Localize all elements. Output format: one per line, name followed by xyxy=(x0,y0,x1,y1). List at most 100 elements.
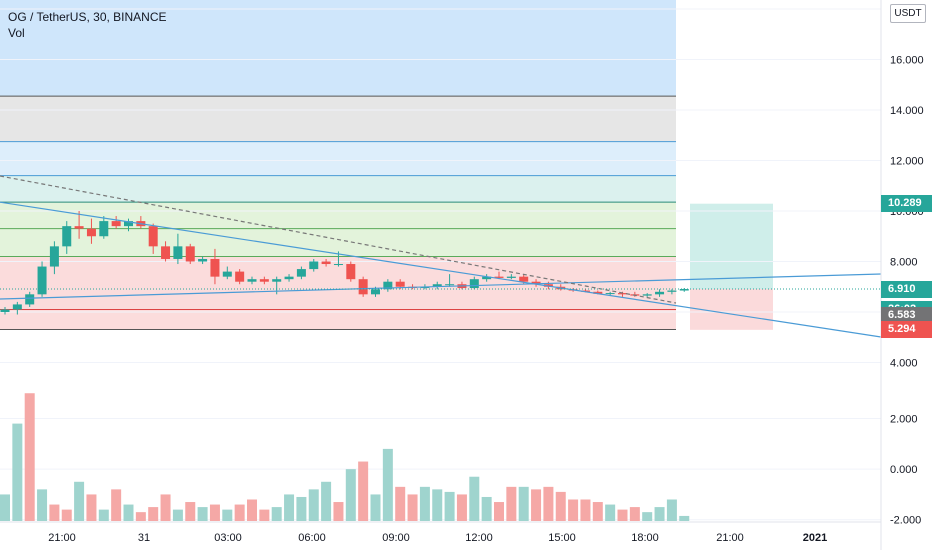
candle-body xyxy=(482,276,492,280)
price-axis-label: 4.000 xyxy=(890,358,918,370)
candle-body xyxy=(49,246,59,267)
fib-zone xyxy=(0,0,676,97)
volume-bar xyxy=(271,507,282,521)
volume-bar xyxy=(37,489,48,521)
volume-bar xyxy=(160,494,171,521)
time-axis[interactable]: 21:00 31 03:00 06:00 09:00 12:00 15:00 18:00 21:… xyxy=(48,532,827,544)
fib-retracement-zones xyxy=(0,0,773,330)
candle-body xyxy=(173,246,183,259)
symbol-title[interactable]: OG / TetherUS, 30, BINANCE xyxy=(8,10,167,24)
candlesticks xyxy=(0,211,689,315)
volume-bar xyxy=(209,504,220,521)
candle-body xyxy=(543,284,553,287)
candle-body xyxy=(395,281,405,287)
time-axis-label: 09:00 xyxy=(382,532,410,544)
trend-lines[interactable] xyxy=(0,175,882,338)
volume-bar xyxy=(12,423,23,521)
volume-bar xyxy=(654,507,665,521)
position-profit-zone xyxy=(690,203,773,290)
candle-body xyxy=(642,294,652,296)
volume-bar xyxy=(172,509,183,521)
grid-lines xyxy=(0,8,881,521)
time-axis-label: 21:00 xyxy=(716,532,744,544)
candle-body xyxy=(124,221,133,227)
candle-body xyxy=(371,289,380,295)
candle-body xyxy=(494,276,504,278)
time-axis-label: 15:00 xyxy=(548,532,576,544)
volume-bar xyxy=(592,502,603,521)
volume-bar xyxy=(432,489,443,521)
volume-bar xyxy=(494,502,504,521)
candle-body xyxy=(309,261,319,270)
volume-bar xyxy=(49,504,60,521)
candle-body xyxy=(86,228,96,237)
volume-bar xyxy=(296,496,307,521)
entry-price-tag: 6.583 xyxy=(881,307,932,325)
ascending-trend-line[interactable] xyxy=(0,273,882,300)
candle-body xyxy=(37,266,47,295)
price-axis-label: 0.000 xyxy=(890,464,918,476)
candle-body xyxy=(235,271,245,282)
candle-body xyxy=(383,281,393,290)
volume-indicator-label[interactable]: Vol xyxy=(8,26,25,40)
volume-bar xyxy=(605,504,616,521)
candle-body xyxy=(0,309,10,312)
last-price-tag: 6.910 xyxy=(881,280,932,298)
volume-bar xyxy=(370,494,381,521)
price-axis-label: 14.000 xyxy=(890,105,924,117)
candle-body xyxy=(605,293,615,295)
volume-bar xyxy=(135,512,146,521)
price-axis-label: -2.000 xyxy=(890,515,921,527)
candle-body xyxy=(346,264,356,280)
candle-body xyxy=(445,284,455,286)
stop-price-tag: 5.294 xyxy=(881,321,932,339)
volume-bar xyxy=(555,491,566,521)
candle-body xyxy=(222,271,232,277)
descending-trend-line[interactable] xyxy=(0,201,882,338)
candle-body xyxy=(272,279,282,282)
volume-bars xyxy=(0,393,690,521)
time-axis-label: 31 xyxy=(138,532,150,544)
volume-bar xyxy=(234,504,245,521)
volume-bar xyxy=(617,509,628,521)
price-axis-label: 16.000 xyxy=(890,55,924,67)
volume-bar xyxy=(666,499,677,521)
candle-body xyxy=(519,276,529,282)
candle-body xyxy=(679,289,689,291)
candle-body xyxy=(655,291,665,295)
candle-body xyxy=(506,276,516,278)
currency-badge[interactable]: USDT xyxy=(890,4,926,23)
candle-body xyxy=(284,276,294,280)
volume-bar xyxy=(24,393,35,521)
fib-zone xyxy=(0,141,676,176)
dashed-trend-line[interactable] xyxy=(0,175,677,304)
volume-bar xyxy=(259,509,270,521)
candle-body xyxy=(12,304,22,310)
fib-zone xyxy=(0,256,676,330)
price-axis-label: 8.000 xyxy=(890,257,918,269)
candle-body xyxy=(618,293,627,295)
volume-bar xyxy=(123,504,134,521)
time-axis-label: 2021 xyxy=(803,532,827,544)
candle-body xyxy=(74,226,84,229)
target-price-tag: 10.289 xyxy=(881,195,932,213)
candle-body xyxy=(25,294,35,305)
time-axis-label: 18:00 xyxy=(631,532,659,544)
volume-bar xyxy=(407,494,418,521)
volume-bar xyxy=(0,494,10,521)
volume-bar xyxy=(518,486,529,521)
candle-body xyxy=(531,281,541,285)
volume-bar xyxy=(284,494,295,521)
volume-bar xyxy=(469,476,480,521)
candle-body xyxy=(469,279,479,289)
volume-bar xyxy=(74,481,85,521)
price-axis[interactable]: 18.00016.00014.00012.00010.0008.0006.000… xyxy=(890,4,924,527)
volume-bar xyxy=(358,461,369,521)
fib-zone xyxy=(0,175,676,203)
volume-bar xyxy=(531,489,542,521)
candle-body xyxy=(432,284,442,287)
time-axis-label: 06:00 xyxy=(298,532,326,544)
candle-body xyxy=(296,269,306,277)
candle-body xyxy=(210,258,220,277)
